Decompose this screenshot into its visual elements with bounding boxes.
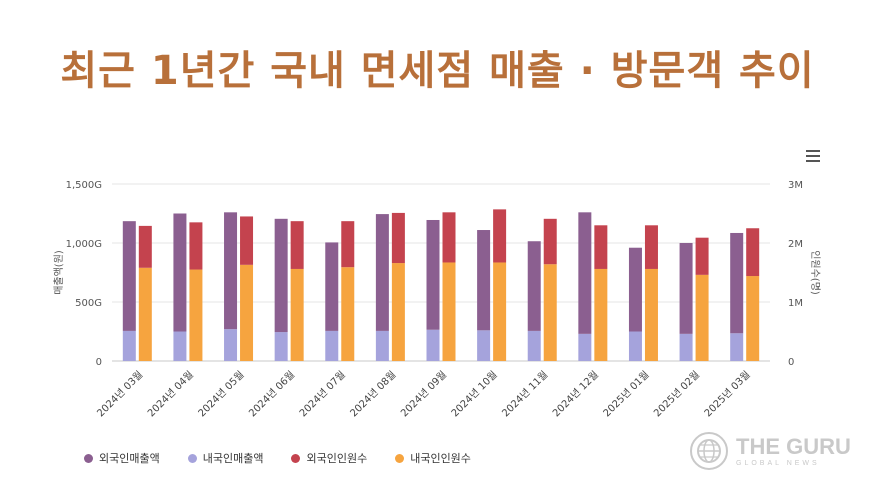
legend-marker: [187, 453, 197, 463]
bar-foreign-sales: [730, 232, 744, 334]
bar-foreign-visitors: [290, 221, 304, 269]
globe-icon: [690, 432, 728, 470]
bar-domestic-sales: [730, 333, 744, 361]
y-right-tick-label: 1M: [788, 298, 803, 309]
brand-logo: THE GURU GLOBAL NEWS: [690, 432, 851, 470]
bar-foreign-sales: [375, 214, 389, 331]
bar-foreign-sales: [173, 213, 187, 332]
bar-foreign-sales: [477, 230, 491, 331]
bar-domestic-sales: [122, 330, 136, 361]
page-title: 최근 1년간 국내 면세점 매출 · 방문객 추이: [60, 48, 815, 94]
bar-domestic-visitors: [442, 262, 456, 361]
x-tick-label: 2024년 07월: [297, 369, 348, 420]
legend-label: 내국인인원수: [410, 452, 471, 465]
bar-foreign-visitors: [543, 218, 557, 265]
y-left-tick-label: 1,500G: [66, 180, 102, 191]
y-right-axis-title: 인원수(명): [809, 250, 821, 295]
legend-item-foreign-visitors[interactable]: 외국인인원수: [291, 450, 367, 466]
bar-foreign-visitors: [493, 209, 507, 263]
x-tick-label: 2024년 11월: [500, 369, 551, 420]
bar-domestic-sales: [679, 333, 693, 361]
bar-domestic-visitors: [695, 274, 709, 361]
bar-foreign-sales: [527, 241, 541, 331]
legend-marker: [84, 453, 93, 463]
bar-foreign-sales: [224, 212, 238, 330]
bar-foreign-sales: [628, 247, 642, 332]
bar-foreign-visitors: [695, 237, 709, 275]
bar-domestic-sales: [527, 330, 541, 361]
legend-marker: [395, 453, 405, 463]
bar-foreign-visitors: [189, 222, 203, 270]
bar-domestic-sales: [477, 330, 491, 361]
bar-domestic-sales: [628, 331, 642, 361]
y-left-tick-label: 1,000G: [66, 239, 102, 250]
chart-legend: 외국인매출액 내국인매출액 외국인인원수 내국인인원수: [84, 450, 471, 466]
y-right-tick-label: 3M: [788, 180, 803, 191]
bar-domestic-visitors: [493, 262, 507, 361]
y-left-tick-label: 0: [96, 357, 102, 368]
chart-menu-icon[interactable]: [806, 150, 820, 162]
bar-foreign-visitors: [442, 212, 456, 263]
bar-domestic-sales: [325, 330, 339, 361]
x-tick-label: 2024년 03월: [95, 369, 146, 420]
y-left-tick-label: 500G: [75, 298, 102, 309]
y-right-tick-label: 0: [788, 357, 794, 368]
bar-domestic-visitors: [290, 268, 304, 361]
bar-foreign-visitors: [341, 221, 355, 268]
bar-domestic-visitors: [189, 269, 203, 361]
legend-item-domestic-visitors[interactable]: 내국인인원수: [395, 450, 471, 466]
bar-foreign-visitors: [594, 225, 608, 269]
bar-foreign-sales: [325, 242, 339, 331]
bar-domestic-visitors: [746, 276, 760, 361]
bar-domestic-visitors: [341, 267, 355, 361]
bar-foreign-visitors: [644, 225, 658, 269]
bar-domestic-visitors: [543, 264, 557, 361]
logo-subtext: GLOBAL NEWS: [736, 459, 820, 467]
y-left-axis-title: 매출액(원): [53, 250, 65, 295]
bar-foreign-visitors: [746, 228, 760, 277]
legend-label: 외국인매출액: [99, 452, 160, 465]
x-tick-label: 2024년 10월: [449, 369, 500, 420]
legend-label: 내국인매출액: [202, 452, 264, 465]
bar-foreign-sales: [122, 221, 136, 331]
bar-foreign-sales: [426, 219, 440, 330]
x-tick-label: 2024년 12월: [550, 369, 601, 420]
x-tick-label: 2024년 08월: [348, 369, 399, 420]
x-tick-label: 2025년 01월: [601, 369, 652, 420]
bar-domestic-visitors: [644, 268, 658, 361]
bar-domestic-visitors: [138, 267, 152, 361]
legend-item-foreign-sales[interactable]: 외국인매출액: [84, 450, 160, 466]
logo-text: THE GURU: [736, 433, 851, 459]
bar-domestic-sales: [274, 332, 288, 361]
x-tick-label: 2024년 04월: [145, 369, 196, 420]
bar-domestic-visitors: [240, 264, 254, 361]
bar-foreign-sales: [578, 212, 592, 334]
bar-foreign-sales: [274, 218, 288, 333]
x-tick-label: 2025년 02월: [651, 369, 702, 420]
x-tick-label: 2024년 05월: [196, 369, 247, 420]
x-tick-label: 2024년 09월: [398, 369, 449, 420]
bar-foreign-visitors: [240, 216, 254, 265]
bar-domestic-visitors: [391, 263, 405, 361]
bar-foreign-visitors: [391, 212, 405, 264]
bar-domestic-sales: [224, 329, 238, 361]
bar-domestic-sales: [426, 329, 440, 361]
legend-item-domestic-sales[interactable]: 내국인매출액: [187, 450, 264, 466]
legend-label: 외국인인원수: [306, 452, 368, 465]
bar-domestic-sales: [375, 330, 389, 361]
bar-domestic-sales: [578, 333, 592, 361]
bar-domestic-sales: [173, 331, 187, 361]
x-tick-label: 2025년 03월: [702, 369, 753, 420]
legend-marker: [291, 453, 301, 463]
bar-foreign-sales: [679, 243, 693, 334]
bar-domestic-visitors: [594, 268, 608, 361]
x-tick-label: 2024년 06월: [247, 369, 298, 420]
y-right-tick-label: 2M: [788, 239, 803, 250]
bar-foreign-visitors: [138, 225, 152, 268]
